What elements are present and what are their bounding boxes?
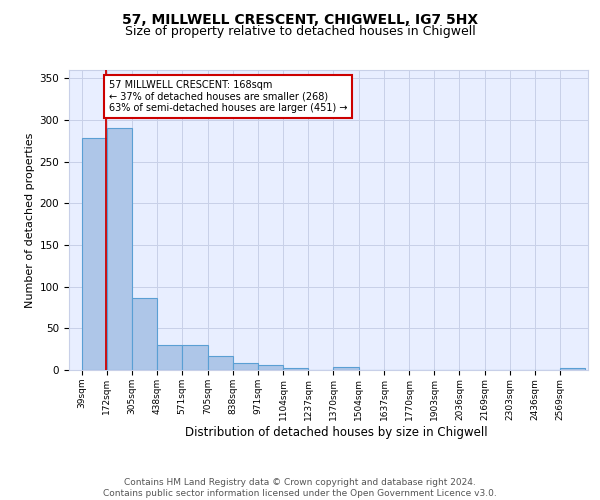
Y-axis label: Number of detached properties: Number of detached properties — [25, 132, 35, 308]
Bar — [82, 138, 107, 370]
Bar — [107, 128, 132, 370]
Bar — [258, 365, 283, 370]
Text: Contains HM Land Registry data © Crown copyright and database right 2024.
Contai: Contains HM Land Registry data © Crown c… — [103, 478, 497, 498]
Text: 57, MILLWELL CRESCENT, CHIGWELL, IG7 5HX: 57, MILLWELL CRESCENT, CHIGWELL, IG7 5HX — [122, 12, 478, 26]
Bar — [560, 368, 586, 370]
Text: Distribution of detached houses by size in Chigwell: Distribution of detached houses by size … — [185, 426, 487, 439]
Bar — [132, 298, 157, 370]
Bar — [182, 345, 208, 370]
Text: Size of property relative to detached houses in Chigwell: Size of property relative to detached ho… — [125, 25, 475, 38]
Bar — [233, 364, 258, 370]
Bar — [334, 366, 359, 370]
Bar — [283, 368, 308, 370]
Bar — [208, 356, 233, 370]
Bar — [157, 345, 182, 370]
Text: 57 MILLWELL CRESCENT: 168sqm
← 37% of detached houses are smaller (268)
63% of s: 57 MILLWELL CRESCENT: 168sqm ← 37% of de… — [109, 80, 347, 113]
